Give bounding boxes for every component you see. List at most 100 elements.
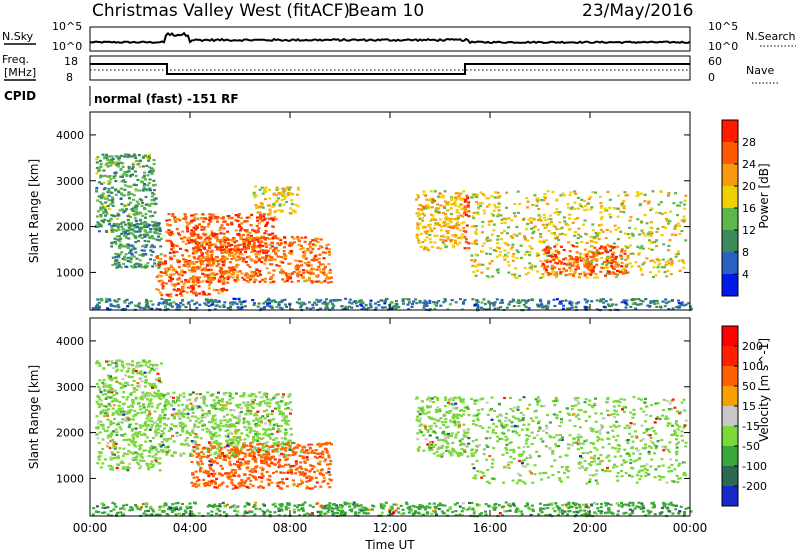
heatmap-cell xyxy=(177,277,181,280)
heatmap-cell xyxy=(555,250,559,253)
heatmap-cell xyxy=(110,451,114,454)
heatmap-cell xyxy=(525,197,529,200)
heatmap-cell xyxy=(598,195,602,198)
heatmap-cell xyxy=(255,260,259,263)
heatmap-cell xyxy=(99,162,103,165)
heatmap-cell xyxy=(111,407,115,410)
heatmap-cell xyxy=(116,451,120,454)
heatmap-cell xyxy=(290,199,294,202)
heatmap-cell xyxy=(264,224,268,227)
heatmap-cell xyxy=(147,449,151,452)
heatmap-cell xyxy=(417,239,421,242)
heatmap-cell xyxy=(149,300,153,303)
heatmap-cell xyxy=(131,398,135,402)
heatmap-cell xyxy=(452,202,456,205)
heatmap-cell xyxy=(259,236,263,239)
heatmap-cell xyxy=(684,194,688,197)
heatmap-cell xyxy=(383,302,387,305)
heatmap-cell xyxy=(307,261,311,264)
heatmap-cell xyxy=(302,269,305,272)
heatmap-cell xyxy=(161,285,165,288)
heatmap-cell xyxy=(651,259,655,262)
heatmap-cell xyxy=(503,221,507,224)
heatmap-cell xyxy=(163,254,167,257)
heatmap-cell xyxy=(143,385,147,388)
heatmap-cell xyxy=(543,248,547,251)
heatmap-cell xyxy=(487,301,491,304)
heatmap-cell xyxy=(105,429,109,432)
heatmap-cell xyxy=(282,453,286,456)
heatmap-cell xyxy=(122,234,126,237)
heatmap-cell xyxy=(298,454,302,457)
heatmap-cell xyxy=(276,255,280,258)
heatmap-cell xyxy=(115,363,119,366)
heatmap-cell xyxy=(145,232,149,235)
heatmap-cell xyxy=(201,259,205,263)
heatmap-cell xyxy=(123,230,127,233)
heatmap-cell xyxy=(96,402,100,406)
heatmap-cell xyxy=(111,468,115,471)
heatmap-cell xyxy=(190,235,194,238)
heatmap-cell xyxy=(644,298,648,301)
heatmap-cell xyxy=(217,292,221,295)
heatmap-cell xyxy=(610,265,614,268)
heatmap-cell xyxy=(528,262,532,265)
heatmap-cell xyxy=(595,263,599,266)
heatmap-cell xyxy=(144,246,148,249)
heatmap-cell xyxy=(172,408,176,411)
heatmap-cell xyxy=(154,197,158,200)
heatmap-cell xyxy=(568,273,572,276)
heatmap-cell xyxy=(296,273,300,276)
heatmap-cell xyxy=(492,223,496,226)
nsearch-label: N.Search xyxy=(746,30,796,43)
heatmap-cell xyxy=(158,227,162,230)
heatmap-cell xyxy=(145,436,149,439)
heatmap-cell xyxy=(134,230,137,233)
heatmap-cell xyxy=(271,232,275,235)
heatmap-cell xyxy=(604,237,608,240)
heatmap-cell xyxy=(149,363,153,366)
heatmap-cell xyxy=(226,278,230,281)
heatmap-cell xyxy=(546,190,550,193)
heatmap-cell xyxy=(265,249,269,252)
heatmap-cell xyxy=(654,274,658,277)
heatmap-cell xyxy=(155,425,158,428)
heatmap-cell xyxy=(99,215,103,218)
heatmap-cell xyxy=(453,218,457,221)
heatmap-cell xyxy=(254,279,258,282)
heatmap-cell xyxy=(157,239,161,242)
heatmap-cell xyxy=(234,436,238,439)
heatmap-cell xyxy=(244,403,247,406)
heatmap-cell xyxy=(585,260,589,263)
heatmap-cell xyxy=(634,307,638,310)
heatmap-cell xyxy=(516,211,520,214)
heatmap-cell xyxy=(208,299,212,302)
heatmap-cell xyxy=(201,243,205,246)
heatmap-cell xyxy=(282,250,286,253)
heatmap-cell xyxy=(109,386,113,390)
heatmap-cell xyxy=(115,431,119,434)
heatmap-cell xyxy=(250,270,254,273)
heatmap-cell xyxy=(136,433,140,436)
heatmap-cell xyxy=(236,404,239,407)
heatmap-cell xyxy=(539,219,543,222)
heatmap-cell xyxy=(611,258,615,261)
heatmap-cell xyxy=(608,213,612,216)
heatmap-cell xyxy=(286,277,290,280)
heatmap-cell xyxy=(131,439,135,442)
heatmap-cell xyxy=(273,444,276,447)
heatmap-cell xyxy=(238,403,242,406)
heatmap-cell xyxy=(179,302,183,305)
heatmap-cell xyxy=(280,198,284,201)
heatmap-cell xyxy=(256,245,260,248)
heatmap-cell xyxy=(154,457,158,460)
heatmap-cell xyxy=(110,466,114,469)
heatmap-cell xyxy=(463,205,467,208)
heatmap-cell xyxy=(682,220,686,223)
heatmap-cell xyxy=(140,380,144,383)
heatmap-cell xyxy=(236,307,240,310)
heatmap-cell xyxy=(467,201,471,204)
heatmap-cell xyxy=(99,206,103,209)
heatmap-cell xyxy=(288,401,292,404)
heatmap-cell xyxy=(290,244,294,247)
